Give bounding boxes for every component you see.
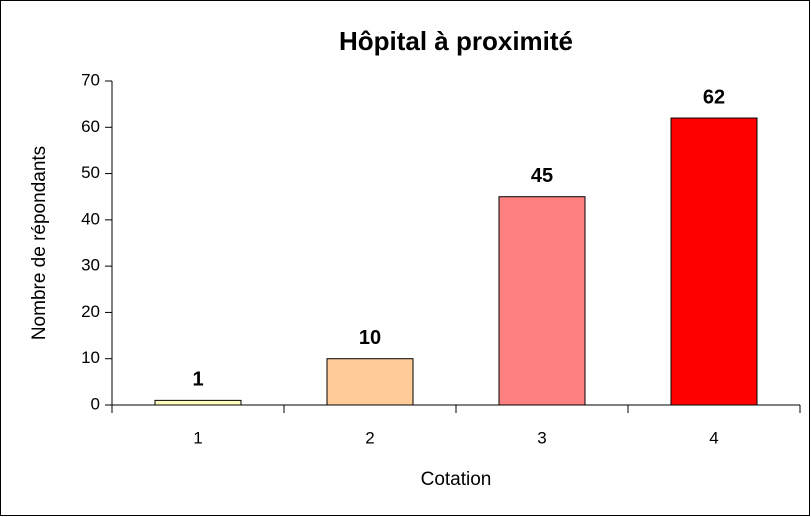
data-label: 45 bbox=[531, 165, 553, 187]
y-tick-label: 60 bbox=[81, 117, 100, 136]
y-tick-label: 10 bbox=[81, 348, 100, 367]
x-tick-label: 2 bbox=[365, 428, 374, 447]
chart-title: Hôpital à proximité bbox=[339, 26, 573, 56]
x-axis-label: Cotation bbox=[421, 469, 492, 490]
y-tick-label: 0 bbox=[91, 394, 100, 413]
y-tick-label: 70 bbox=[81, 70, 100, 89]
y-tick-label: 50 bbox=[81, 163, 100, 182]
x-tick-label: 4 bbox=[709, 428, 718, 447]
bar bbox=[498, 196, 586, 406]
y-tick-label: 30 bbox=[81, 256, 100, 275]
data-label: 10 bbox=[359, 327, 381, 349]
bar bbox=[326, 358, 414, 406]
y-tick-label: 20 bbox=[81, 302, 100, 321]
y-tick-label: 40 bbox=[81, 209, 100, 228]
bar bbox=[154, 399, 242, 406]
x-tick-label: 3 bbox=[537, 428, 546, 447]
data-label: 1 bbox=[192, 369, 203, 391]
data-label: 62 bbox=[703, 86, 725, 108]
x-tick-label: 1 bbox=[193, 428, 202, 447]
bar bbox=[670, 117, 758, 406]
y-axis-label: Nombre de répondants bbox=[29, 146, 50, 340]
